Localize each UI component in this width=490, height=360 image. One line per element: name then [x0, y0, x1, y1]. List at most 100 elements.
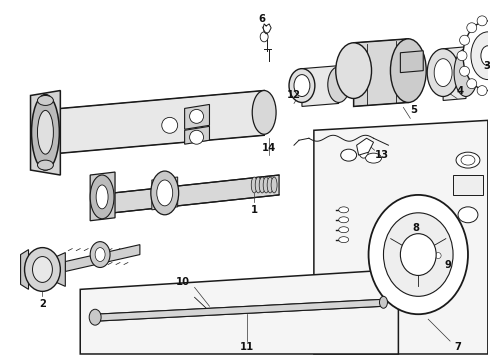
Ellipse shape — [271, 177, 277, 193]
Text: 13: 13 — [374, 150, 389, 160]
Ellipse shape — [162, 117, 178, 133]
Ellipse shape — [460, 66, 469, 76]
Polygon shape — [39, 90, 264, 155]
Ellipse shape — [289, 69, 315, 103]
Ellipse shape — [339, 217, 349, 223]
Text: 11: 11 — [240, 342, 254, 352]
Ellipse shape — [259, 177, 265, 193]
Polygon shape — [152, 189, 178, 210]
Ellipse shape — [477, 16, 487, 26]
Text: 9: 9 — [444, 260, 451, 270]
Ellipse shape — [341, 149, 357, 161]
Polygon shape — [152, 177, 178, 195]
Ellipse shape — [31, 94, 59, 170]
Ellipse shape — [328, 67, 350, 103]
Text: 12: 12 — [287, 90, 301, 100]
Ellipse shape — [471, 32, 490, 80]
Ellipse shape — [190, 130, 203, 144]
Polygon shape — [314, 120, 488, 354]
Ellipse shape — [260, 32, 268, 42]
Polygon shape — [443, 47, 466, 100]
Ellipse shape — [460, 35, 469, 45]
Ellipse shape — [400, 234, 436, 275]
Polygon shape — [453, 175, 483, 195]
Text: 1: 1 — [251, 205, 258, 215]
Ellipse shape — [255, 177, 261, 193]
Text: 2: 2 — [39, 299, 46, 309]
Ellipse shape — [37, 160, 53, 170]
Text: 7: 7 — [455, 342, 462, 352]
Polygon shape — [357, 138, 373, 155]
Polygon shape — [30, 90, 60, 175]
Text: 6: 6 — [259, 14, 266, 24]
Polygon shape — [80, 270, 398, 354]
Ellipse shape — [384, 213, 453, 296]
Ellipse shape — [387, 239, 400, 258]
Polygon shape — [354, 39, 408, 107]
Ellipse shape — [294, 75, 310, 96]
Ellipse shape — [32, 257, 52, 282]
Ellipse shape — [434, 232, 442, 246]
Ellipse shape — [458, 207, 478, 223]
Polygon shape — [90, 172, 115, 221]
Ellipse shape — [339, 207, 349, 213]
Polygon shape — [400, 51, 423, 73]
Ellipse shape — [366, 153, 382, 163]
Polygon shape — [95, 299, 384, 321]
Text: 5: 5 — [410, 105, 417, 116]
Ellipse shape — [336, 43, 371, 99]
Ellipse shape — [96, 185, 108, 209]
Ellipse shape — [410, 258, 416, 265]
Ellipse shape — [463, 21, 490, 90]
Ellipse shape — [477, 86, 487, 96]
Ellipse shape — [427, 49, 459, 96]
Ellipse shape — [423, 256, 429, 261]
Polygon shape — [185, 104, 210, 129]
Polygon shape — [95, 175, 279, 215]
Ellipse shape — [24, 248, 60, 291]
Ellipse shape — [252, 90, 276, 134]
Ellipse shape — [489, 86, 490, 96]
Ellipse shape — [37, 95, 53, 105]
Ellipse shape — [435, 253, 441, 258]
Ellipse shape — [434, 59, 452, 86]
Ellipse shape — [339, 227, 349, 233]
Ellipse shape — [481, 46, 490, 66]
Polygon shape — [302, 66, 339, 107]
Ellipse shape — [467, 23, 477, 33]
Ellipse shape — [359, 142, 368, 158]
Ellipse shape — [456, 152, 480, 168]
Ellipse shape — [37, 111, 53, 154]
Ellipse shape — [457, 51, 467, 61]
Ellipse shape — [95, 248, 105, 261]
Polygon shape — [185, 126, 210, 144]
Text: 4: 4 — [457, 86, 464, 95]
Ellipse shape — [391, 39, 426, 103]
Ellipse shape — [419, 253, 433, 264]
Ellipse shape — [467, 79, 477, 89]
Text: 14: 14 — [262, 143, 276, 153]
Text: 8: 8 — [413, 223, 420, 233]
Ellipse shape — [339, 237, 349, 243]
Polygon shape — [21, 249, 28, 289]
Ellipse shape — [368, 195, 468, 314]
Ellipse shape — [431, 251, 445, 261]
Ellipse shape — [489, 16, 490, 26]
Ellipse shape — [454, 49, 478, 96]
Ellipse shape — [90, 242, 110, 267]
Ellipse shape — [461, 155, 475, 165]
Ellipse shape — [190, 109, 203, 123]
Text: 3: 3 — [484, 61, 490, 71]
Ellipse shape — [157, 180, 172, 206]
Ellipse shape — [379, 296, 388, 308]
Ellipse shape — [251, 177, 257, 193]
Polygon shape — [65, 245, 140, 271]
Ellipse shape — [263, 177, 269, 193]
Text: 10: 10 — [175, 278, 190, 287]
Ellipse shape — [90, 175, 114, 219]
Ellipse shape — [406, 257, 420, 266]
Ellipse shape — [267, 177, 273, 193]
Ellipse shape — [151, 171, 179, 215]
Polygon shape — [56, 253, 65, 287]
Polygon shape — [393, 235, 438, 253]
